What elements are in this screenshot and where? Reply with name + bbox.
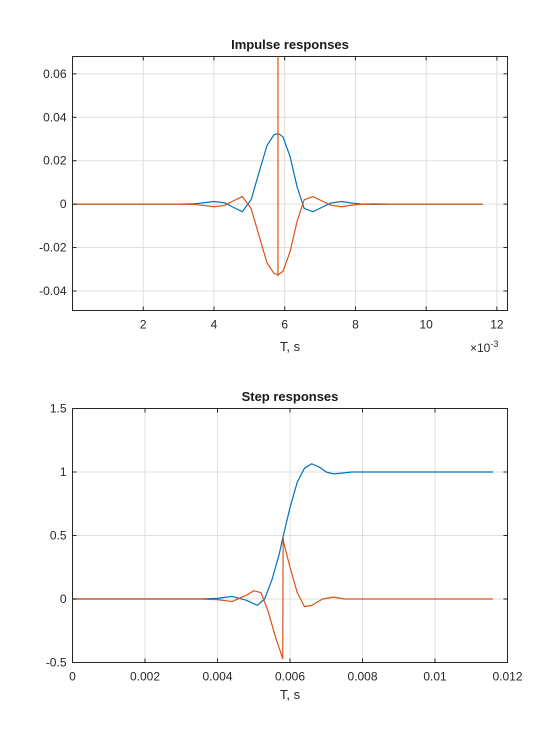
- step-y-tick-label: 1: [60, 465, 67, 479]
- step-x-tick-label: 0.012: [492, 670, 522, 684]
- step-y-tick-label: -0.5: [46, 656, 67, 670]
- step-x-tick-label: 0.004: [202, 670, 232, 684]
- step-x-tick-label: 0.01: [423, 670, 447, 684]
- impulse-x-tick-label: 6: [281, 318, 288, 332]
- step-series-line-2: [72, 537, 493, 660]
- impulse-series-line-1: [72, 132, 483, 213]
- step-series: [72, 463, 493, 660]
- impulse-x-tick-label: 2: [140, 318, 147, 332]
- impulse-series: [72, 56, 483, 277]
- impulse-x-tick-label: 10: [419, 318, 433, 332]
- impulse-x-tick-label: 4: [211, 318, 218, 332]
- step-x-tick-label: 0.008: [347, 670, 377, 684]
- impulse-x-exponent-base: ×10: [470, 341, 491, 355]
- impulse-grid: [72, 56, 508, 311]
- impulse-title: Impulse responses: [231, 37, 349, 52]
- impulse-y-tick-label: -0.04: [39, 284, 67, 298]
- impulse-y-tick-label: -0.02: [39, 241, 67, 255]
- impulse-series-line-2: [72, 195, 483, 276]
- impulse-ticks: 2 4 6 8 10 12 -0.04 -0.02 0 0.02 0.04 0.06: [39, 56, 508, 332]
- step-title: Step responses: [242, 389, 339, 404]
- step-y-tick-label: 0.5: [50, 529, 67, 543]
- step-x-tick-label: 0.002: [130, 670, 160, 684]
- step-grid: [72, 408, 508, 663]
- step-y-tick-label: 0: [60, 592, 67, 606]
- impulse-x-tick-label: 12: [490, 318, 504, 332]
- step-plot: 0 0.002 0.004 0.006 0.008 0.01 0.012-0.500.511…: [46, 389, 523, 702]
- impulse-y-tick-label: 0.04: [43, 110, 67, 124]
- impulse-x-exponent: ×10-3: [470, 339, 498, 355]
- impulse-x-label: T, s: [280, 339, 301, 354]
- impulse-x-exponent-power: -3: [490, 339, 498, 349]
- impulse-y-tick-label: 0: [60, 197, 67, 211]
- impulse-plot: 2 4 6 8 10 12 -0.04 -0.02 0 0.02 0.04 0.06 Impulse …: [39, 37, 508, 355]
- step-ticks: 0 0.002 0.004 0.006 0.008 0.01 0.012-0.500.511…: [46, 402, 523, 684]
- step-x-tick-label: 0.006: [275, 670, 305, 684]
- step-x-tick-label: 0: [69, 670, 76, 684]
- step-y-tick-label: 1.5: [50, 402, 67, 416]
- impulse-y-tick-label: 0.02: [43, 154, 67, 168]
- impulse-axes-box: [72, 56, 508, 311]
- impulse-x-tick-label: 8: [352, 318, 359, 332]
- impulse-y-tick-label: 0.06: [43, 67, 67, 81]
- step-x-label: T, s: [280, 687, 301, 702]
